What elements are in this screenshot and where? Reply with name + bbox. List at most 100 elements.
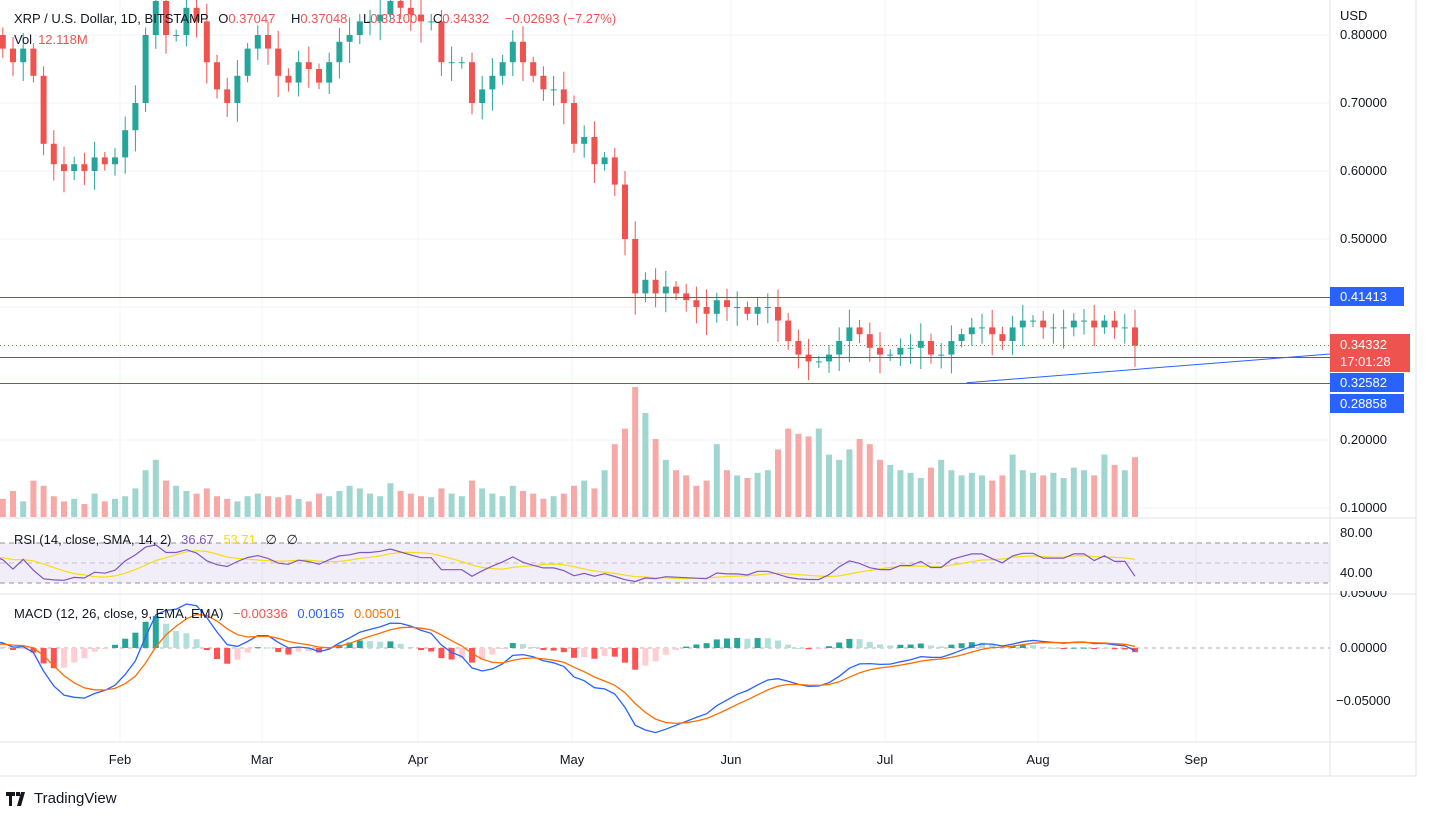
volume-value: 12.118M <box>38 32 88 47</box>
volume-bar <box>1070 467 1077 517</box>
volume-bar <box>244 496 251 517</box>
candle-body <box>693 300 700 307</box>
macd-histogram-bar <box>387 641 394 648</box>
volume-bar <box>71 498 78 517</box>
macd-histogram-bar <box>652 648 659 662</box>
volume-bar <box>805 436 812 517</box>
volume-bar <box>795 433 802 517</box>
macd-value: 0.00165 <box>297 606 345 621</box>
candle-body <box>122 130 129 158</box>
candle-body <box>530 62 537 76</box>
macd-histogram-bar <box>938 646 945 648</box>
candle-body <box>662 286 669 294</box>
macd-histogram-bar <box>193 639 200 648</box>
candle-body <box>489 75 496 90</box>
tradingview-logo-icon <box>6 791 25 806</box>
macd-histogram-bar <box>295 648 302 652</box>
macd-histogram-bar <box>163 623 169 648</box>
macd-histogram-bar <box>30 648 37 653</box>
candle-body <box>448 62 455 64</box>
price-tick: 0.50000 <box>1340 231 1387 246</box>
macd-tick: 0.00000 <box>1340 640 1387 655</box>
volume-bar <box>234 501 241 517</box>
candle-body <box>458 62 465 64</box>
macd-histogram-bar <box>0 646 6 648</box>
candle-body <box>101 157 108 165</box>
macd-histogram-bar <box>10 648 16 651</box>
volume-bar <box>479 488 486 517</box>
volume-bar <box>1081 470 1087 517</box>
candle-body <box>418 14 424 22</box>
tradingview-logo[interactable]: TradingView <box>6 790 117 807</box>
volume-bar <box>295 498 302 517</box>
candle-body <box>295 62 302 83</box>
macd-histogram-bar <box>499 648 506 649</box>
candle-body <box>509 41 516 63</box>
volume-bar <box>203 488 210 517</box>
candle-body <box>499 62 506 76</box>
macd-histogram-bar <box>703 643 710 648</box>
macd-histogram-bar <box>234 648 241 660</box>
volume-bar <box>785 428 792 517</box>
volume-bar <box>887 465 894 517</box>
candle-body <box>550 89 557 91</box>
volume-bar <box>989 480 996 517</box>
candle-body <box>1081 320 1087 322</box>
macd-hist-value: −0.00336 <box>233 606 288 621</box>
volume-bar <box>275 497 282 517</box>
macd-histogram-bar <box>662 648 669 655</box>
macd-histogram-bar <box>673 648 679 650</box>
volume-bar <box>265 496 271 517</box>
volume-bar <box>622 428 628 517</box>
macd-histogram-bar <box>1111 648 1118 650</box>
macd-histogram-bar <box>601 648 608 656</box>
macd-pane <box>0 603 1330 734</box>
candle-body <box>71 164 78 171</box>
time-tick: May <box>559 752 585 767</box>
macd-histogram-bar <box>101 648 108 649</box>
price-tick: 0.20000 <box>1340 432 1387 447</box>
macd-histogram-bar <box>928 645 934 648</box>
macd-histogram-bar <box>509 643 516 648</box>
volume-bar <box>928 467 934 517</box>
volume-bar <box>407 493 414 517</box>
candle-body <box>142 35 149 103</box>
brand-name: TradingView <box>34 790 117 807</box>
candle-body <box>989 327 996 335</box>
volume-bar <box>540 498 547 517</box>
macd-histogram-bar <box>346 642 353 648</box>
volume-bar <box>305 501 312 517</box>
macd-histogram-bar <box>1070 647 1077 649</box>
macd-legend: MACD (12, 26, close, 9, EMA, EMA) −0.003… <box>14 606 407 621</box>
macd-histogram-bar <box>877 644 883 648</box>
volume-bar <box>448 493 455 517</box>
macd-histogram-bar <box>1101 648 1108 649</box>
volume-bar <box>877 459 883 517</box>
volume-bar <box>214 496 220 517</box>
macd-histogram-bar <box>112 644 118 648</box>
volume-bar <box>968 472 975 517</box>
macd-histogram-bar <box>530 646 537 648</box>
candle-body <box>877 347 883 355</box>
candle-body <box>1121 327 1128 329</box>
macd-signal-line <box>0 613 1136 725</box>
macd-histogram-bar <box>550 648 557 651</box>
candle-body <box>367 21 373 23</box>
volume-bar <box>183 491 190 517</box>
volume-bar <box>856 439 863 517</box>
macd-histogram-bar <box>377 641 384 648</box>
macd-histogram-bar <box>571 648 577 658</box>
candle-body <box>112 157 118 165</box>
volume-bar <box>581 480 588 517</box>
candle-body <box>652 279 659 294</box>
time-tick: Jul <box>876 752 894 767</box>
rsi-line <box>0 544 1136 583</box>
macd-histogram-bar <box>61 648 67 668</box>
candle-body <box>713 300 720 314</box>
last-price: 0.34332 <box>1340 337 1387 352</box>
volume-bar <box>775 449 781 517</box>
macd-histogram-bar <box>203 648 210 651</box>
macd-histogram-bar <box>754 638 761 648</box>
candle-body <box>683 293 690 301</box>
